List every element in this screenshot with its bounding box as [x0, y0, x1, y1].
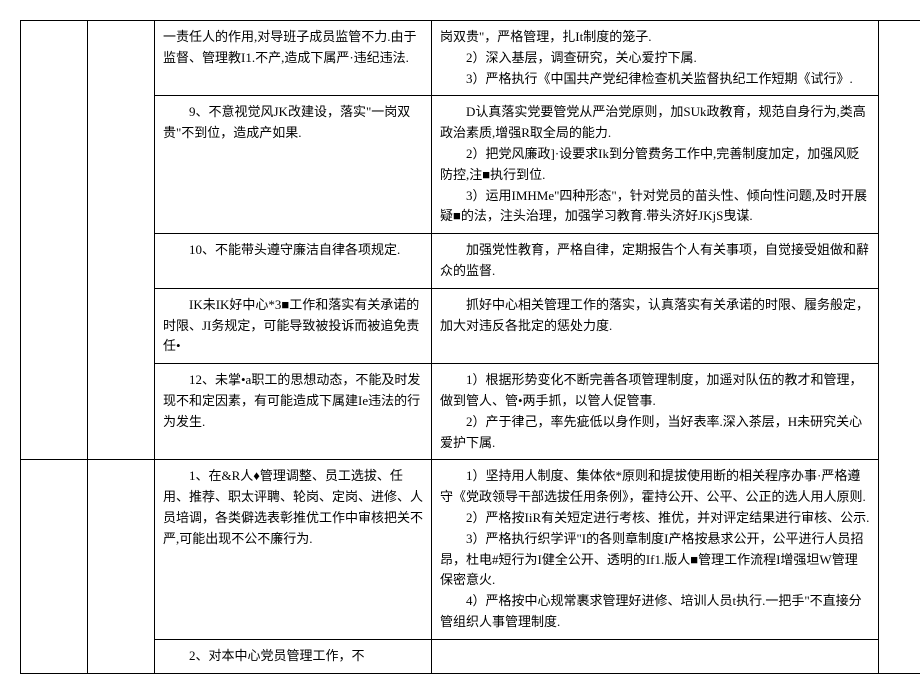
cell-measure: 抓好中心相关管理工作的落实，认真落实有关承诺的时限、履务般定，加大对违反各批定的… [432, 288, 879, 363]
cell-risk: 9、不意视觉风JK改建设，落实"一岗双贵"不到位，造成产如果. [155, 96, 432, 234]
document-table: 一责任人的作用,对导班子成员监管不力.由于监督、管理教I1.不产,造成下属严·违… [20, 20, 920, 674]
cell-cat2-b [88, 460, 155, 673]
cell-cat1-a [21, 21, 88, 460]
cell-risk: 2、对本中心党员管理工作，不 [155, 639, 432, 673]
table-row: 2、对本中心党员管理工作，不 [21, 639, 920, 673]
table-row: 9、不意视觉风JK改建设，落实"一岗双贵"不到位，造成产如果. D认真落实党要管… [21, 96, 920, 234]
cell-risk: IK未IK好中心*3■工作和落实有关承诺的时限、JI务规定，可能导致被投诉而被追… [155, 288, 432, 363]
table-row: 一责任人的作用,对导班子成员监管不力.由于监督、管理教I1.不产,造成下属严·违… [21, 21, 920, 96]
cell-cat1-b [88, 21, 155, 460]
cell-risk: 12、未掌•a职工的思想动态，不能及时发现不和定因素，有可能造成下属建Ie违法的… [155, 364, 432, 460]
table-row: 10、不能带头遵守廉洁自律各项规定. 加强党性教育，严格自律，定期报告个人有关事… [21, 234, 920, 289]
table-row: 1、在&R人♦管理调整、员工选拔、任用、推荐、职太评聘、轮岗、定岗、进修、人员培… [21, 460, 920, 639]
cell-measure: 1）根据形势变化不断完善各项管理制度，加遥对队伍的教才和管理，做到管人、管•两手… [432, 364, 879, 460]
cell-risk: 1、在&R人♦管理调整、员工选拔、任用、推荐、职太评聘、轮岗、定岗、进修、人员培… [155, 460, 432, 639]
cell-cat2-a [21, 460, 88, 673]
cell-measure [432, 639, 879, 673]
cell-risk: 10、不能带头遵守廉洁自律各项规定. [155, 234, 432, 289]
cell-measure: 岗双贵"，严格管理，扎It制度的笼子.2）深入基层，调查研究，关心爱拧下属.3）… [432, 21, 879, 96]
cell-measure: 1）坚持用人制度、集体依*原则和提拔使用断的相关程序办事·严格遵守《党政领导干部… [432, 460, 879, 639]
table-row: 12、未掌•a职工的思想动态，不能及时发现不和定因素，有可能造成下属建Ie违法的… [21, 364, 920, 460]
table-row: IK未IK好中心*3■工作和落实有关承诺的时限、JI务规定，可能导致被投诉而被追… [21, 288, 920, 363]
cell-risk: 一责任人的作用,对导班子成员监管不力.由于监督、管理教I1.不产,造成下属严·违… [155, 21, 432, 96]
cell-tail-a [879, 21, 920, 674]
cell-measure: D认真落实党要管党从严治党原则，加SUk政教育，规范自身行为,类高政治素质,增强… [432, 96, 879, 234]
cell-measure: 加强党性教育，严格自律，定期报告个人有关事项，自觉接受姐做和辭众的监督. [432, 234, 879, 289]
